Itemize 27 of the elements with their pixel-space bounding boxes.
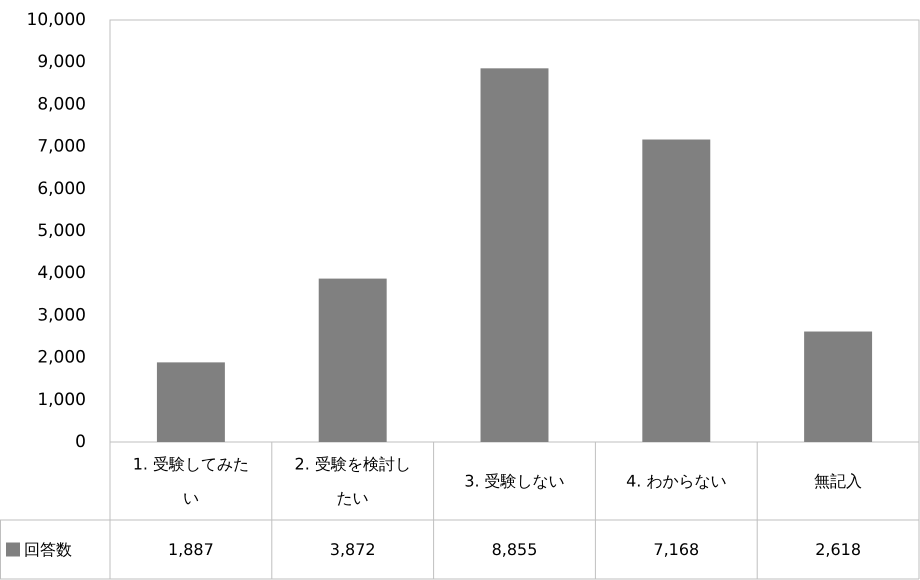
y-tick-label: 10,000 bbox=[26, 10, 86, 30]
data-label: 3,872 bbox=[330, 540, 376, 559]
bar bbox=[318, 278, 387, 442]
bar bbox=[804, 332, 872, 442]
y-tick-label: 8,000 bbox=[37, 94, 86, 114]
y-tick-label: 9,000 bbox=[37, 52, 86, 72]
y-tick-label: 4,000 bbox=[37, 263, 86, 284]
y-tick-label: 2,000 bbox=[37, 348, 86, 368]
bar bbox=[156, 362, 225, 442]
x-tick-label: 3. 受験しない bbox=[464, 472, 565, 490]
legend-label: 回答数 bbox=[24, 540, 72, 559]
x-tick-label: 1. 受験してみたい bbox=[132, 454, 250, 508]
x-tick-label: 無記入 bbox=[814, 472, 862, 490]
data-label: 8,855 bbox=[492, 540, 538, 559]
x-tick-label: 4. わからない bbox=[626, 472, 726, 490]
y-tick-label: 6,000 bbox=[37, 178, 86, 199]
data-label: 7,168 bbox=[653, 540, 700, 559]
y-tick-label: 7,000 bbox=[37, 136, 86, 157]
x-tick-label: 2. 受験を検討したい bbox=[294, 454, 411, 508]
bar bbox=[642, 140, 710, 442]
data-label: 1,887 bbox=[168, 540, 214, 559]
y-tick-label: 3,000 bbox=[37, 305, 86, 326]
y-tick-label: 5,000 bbox=[37, 221, 86, 241]
y-tick-label: 0 bbox=[75, 432, 86, 452]
bar bbox=[480, 68, 548, 442]
data-label: 2,618 bbox=[815, 540, 862, 559]
y-tick-label: 1,000 bbox=[37, 390, 86, 410]
